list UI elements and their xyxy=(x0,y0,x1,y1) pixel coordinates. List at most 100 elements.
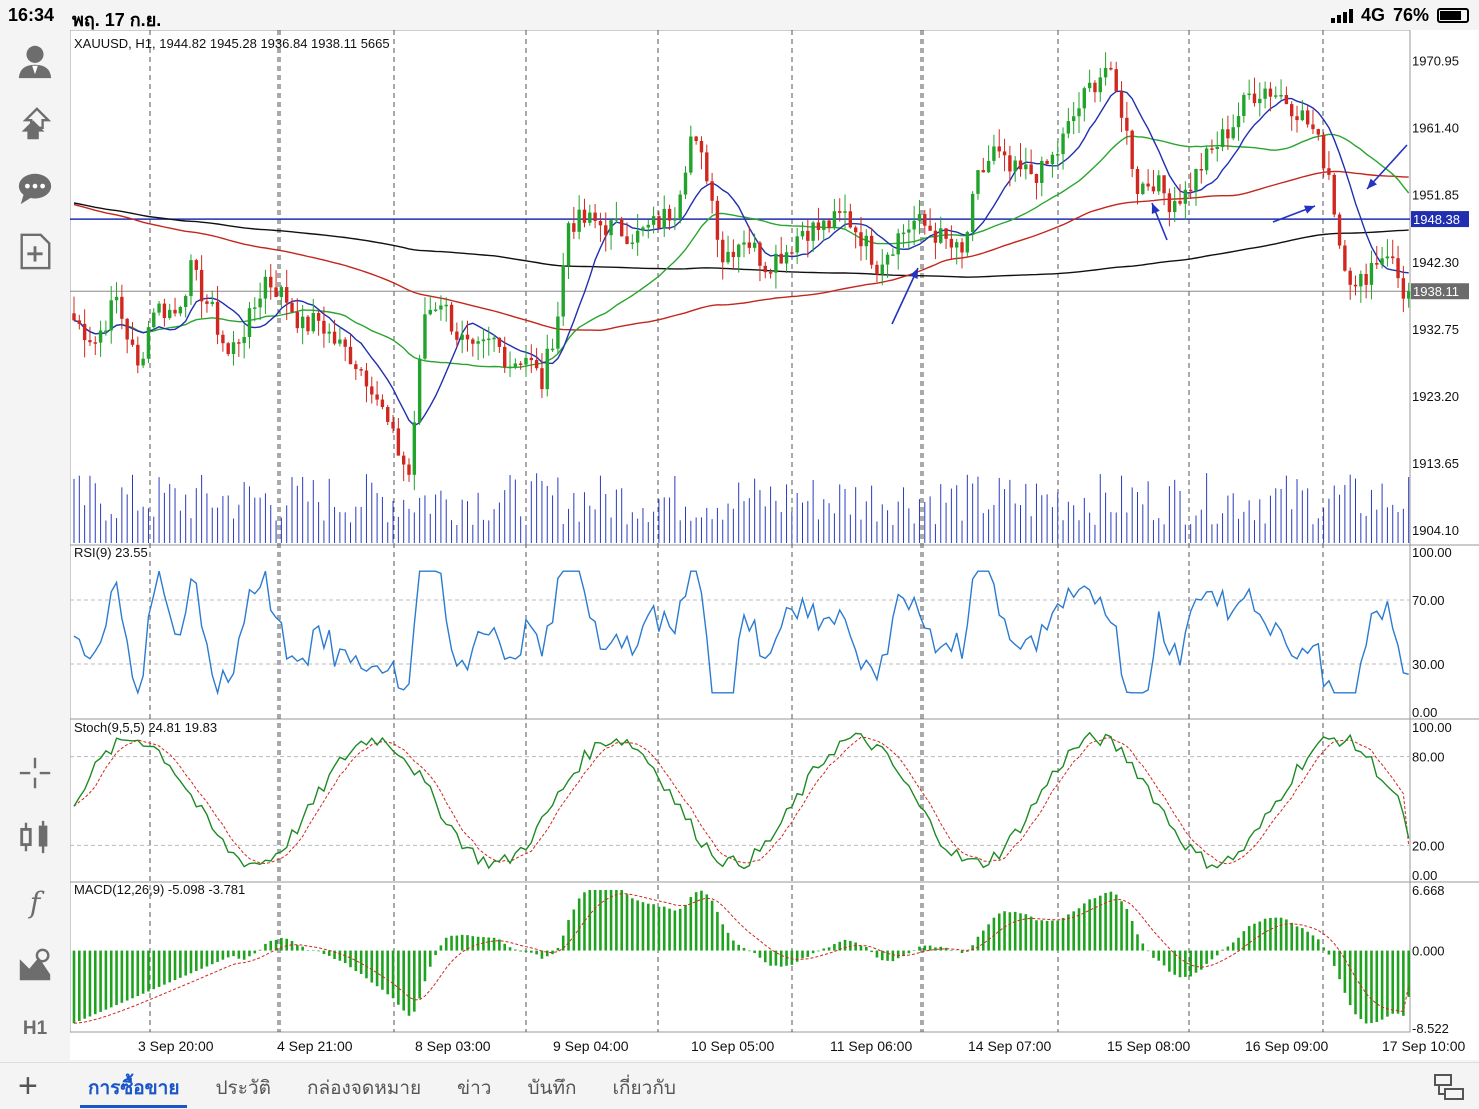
chart-area[interactable]: 1970.95 1961.40 1951.85 1942.30 1932.75 1923.… xyxy=(70,30,1479,1060)
ma-green-line xyxy=(73,133,1410,369)
candle-body xyxy=(1024,164,1028,170)
account-icon[interactable] xyxy=(14,40,56,82)
last-price-tag-bg xyxy=(1411,283,1469,300)
annotation-arrow-4-head xyxy=(1367,178,1377,189)
stoch-signal-line xyxy=(73,736,1410,865)
trade-arrows-icon[interactable] xyxy=(14,103,56,145)
candle-body xyxy=(327,331,331,334)
timeframe-button[interactable]: H1 xyxy=(22,1018,48,1039)
candle-body xyxy=(194,260,199,270)
time-axis-label: 10 Sep 05:00 xyxy=(691,1038,775,1054)
candle-body xyxy=(1002,151,1007,156)
chart-type-icon[interactable] xyxy=(14,816,56,858)
tab-5[interactable]: เกี่ยวกับ xyxy=(612,1078,676,1099)
candle-body xyxy=(130,339,135,345)
new-document-icon[interactable] xyxy=(14,230,56,272)
candle-body xyxy=(1098,77,1102,93)
candle-body xyxy=(923,214,927,226)
candle-body xyxy=(1263,88,1267,99)
tab-0[interactable]: การซื้อขาย xyxy=(80,1071,188,1108)
candle-body xyxy=(152,312,156,328)
candle-body xyxy=(1385,256,1390,259)
candle-body xyxy=(1247,93,1251,96)
candle-body xyxy=(859,232,863,247)
candle-body xyxy=(178,307,183,314)
rsi-scale-label: 100.00 xyxy=(1412,545,1452,560)
candle-body xyxy=(88,340,92,343)
candle-body xyxy=(215,301,220,335)
candle-body xyxy=(1077,108,1081,117)
candle-body xyxy=(1236,116,1241,128)
candle-body xyxy=(269,276,273,288)
candle-body xyxy=(146,327,151,359)
candle-body xyxy=(210,301,214,304)
candle-body xyxy=(880,264,884,275)
candle-body xyxy=(806,230,810,241)
candle-body xyxy=(311,313,315,332)
candle-body xyxy=(274,287,278,298)
candle-body xyxy=(901,232,906,235)
candle-body xyxy=(731,251,736,258)
tab-3[interactable]: ข่าว xyxy=(457,1078,492,1099)
ma-blue-line xyxy=(73,90,1409,427)
candle-body xyxy=(742,242,746,245)
candle-body xyxy=(417,358,422,423)
stoch-main-line xyxy=(73,731,1410,870)
candle-body xyxy=(848,211,853,228)
candle-body xyxy=(199,269,204,302)
candle-body xyxy=(1162,175,1166,194)
candle-body xyxy=(550,348,555,351)
candle-body xyxy=(1071,116,1076,122)
tab-2[interactable]: กล่องจดหมาย xyxy=(306,1078,422,1099)
tab-4[interactable]: บันทึก xyxy=(527,1078,577,1099)
time-axis-label: 14 Sep 07:00 xyxy=(968,1038,1052,1054)
candle-body xyxy=(843,211,847,213)
rsi-scale-label: 30.00 xyxy=(1412,657,1445,672)
candle-body xyxy=(375,394,379,400)
candle-body xyxy=(72,313,76,321)
left-toolbar: f H1 xyxy=(0,30,70,1060)
price-chart[interactable]: 1970.95 1961.40 1951.85 1942.30 1932.75 1923.… xyxy=(70,30,1479,1060)
candle-body xyxy=(694,136,698,141)
candle-body xyxy=(917,214,922,221)
time-axis-label: 3 Sep 20:00 xyxy=(138,1038,214,1054)
candle-body xyxy=(412,422,417,475)
candle-body xyxy=(189,260,193,297)
candle-body xyxy=(1173,201,1177,213)
candle-body xyxy=(465,334,470,340)
time-axis-label: 9 Sep 04:00 xyxy=(553,1038,629,1054)
annotation-arrow-3-head xyxy=(1304,205,1315,214)
time-axis-label: 4 Sep 21:00 xyxy=(277,1038,353,1054)
candle-body xyxy=(497,337,502,347)
candle-body xyxy=(449,304,454,332)
candle-body xyxy=(1289,104,1294,117)
candle-body xyxy=(667,208,672,221)
candle-body xyxy=(1018,160,1023,170)
candle-body xyxy=(891,254,895,256)
candle-body xyxy=(763,265,767,273)
candle-body xyxy=(455,331,459,340)
tab-1[interactable]: ประวัติ xyxy=(215,1078,271,1099)
candle-body xyxy=(1274,95,1278,97)
chat-icon[interactable] xyxy=(14,167,56,209)
layout-icon[interactable] xyxy=(1433,1071,1465,1103)
candle-body xyxy=(779,253,783,264)
candle-body xyxy=(1040,160,1044,183)
crosshair-icon[interactable] xyxy=(14,752,56,794)
candle-body xyxy=(604,225,608,236)
candle-body xyxy=(1056,154,1060,156)
candle-body xyxy=(444,304,448,307)
candle-body xyxy=(970,193,975,233)
candle-body xyxy=(290,302,294,313)
indicator-icon[interactable]: f xyxy=(14,880,56,922)
candle-body xyxy=(114,296,119,301)
objects-icon[interactable] xyxy=(14,944,56,986)
candle-body xyxy=(577,209,581,232)
candle-body xyxy=(1061,133,1065,155)
candle-body xyxy=(1242,94,1246,117)
candle-body xyxy=(1375,262,1379,265)
candle-body xyxy=(625,236,629,244)
candle-body xyxy=(1348,270,1352,285)
add-icon[interactable]: + xyxy=(18,1067,38,1105)
candle-body xyxy=(183,296,188,308)
